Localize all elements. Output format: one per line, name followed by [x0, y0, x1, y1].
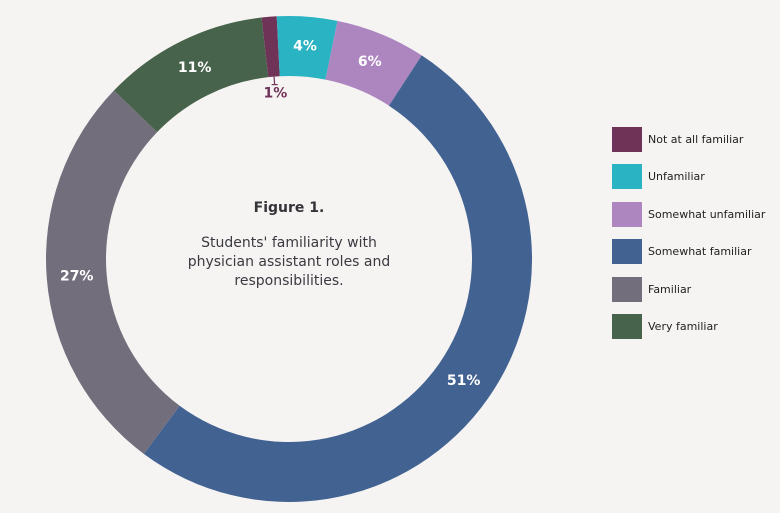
legend-swatch [612, 239, 642, 265]
legend-label: Somewhat familiar [648, 245, 752, 259]
legend-item-somewhat-unfamiliar: Somewhat unfamiliar [612, 201, 765, 227]
legend-item-familiar: Familiar [612, 276, 765, 302]
legend-label: Not at all familiar [648, 132, 744, 146]
chart-legend: Not at all familiar Unfamiliar Somewhat … [612, 126, 765, 352]
legend-item-unfamiliar: Unfamiliar [612, 164, 765, 190]
chart-center-text: Figure 1. Students' familiarity with phy… [170, 200, 408, 291]
value-label-somewhat-unfamiliar: 6% [358, 54, 382, 70]
legend-item-not-at-all-familiar: Not at all familiar [612, 126, 765, 152]
slice-somewhat-familiar [143, 55, 533, 503]
slice-unfamiliar [276, 16, 338, 80]
value-label-very-familiar: 11% [178, 60, 212, 76]
legend-swatch [612, 126, 642, 152]
figure-title: Figure 1. [253, 200, 325, 216]
legend-swatch [612, 164, 642, 190]
slice-familiar [46, 90, 180, 454]
value-label-somewhat-familiar: 51% [447, 373, 481, 389]
value-label-familiar: 27% [60, 268, 94, 284]
legend-label: Somewhat unfamiliar [648, 207, 766, 221]
slice-very-familiar [113, 17, 269, 133]
legend-label: Familiar [648, 282, 692, 296]
legend-item-somewhat-familiar: Somewhat familiar [612, 239, 765, 265]
legend-swatch [612, 276, 642, 302]
slice-not-at-all-familiar [261, 16, 280, 78]
figure-caption: Students' familiarity with physician ass… [187, 235, 391, 289]
legend-label: Unfamiliar [648, 170, 705, 184]
legend-swatch [612, 314, 642, 340]
value-label-unfamiliar: 4% [293, 39, 317, 55]
legend-label: Very familiar [648, 320, 718, 334]
slice-somewhat-unfamiliar [325, 20, 422, 106]
legend-swatch [612, 201, 642, 227]
leader-line-not-at-all-familiar [273, 76, 276, 85]
legend-item-very-familiar: Very familiar [612, 314, 765, 340]
value-label-not-at-all-familiar: 1% [264, 86, 288, 102]
